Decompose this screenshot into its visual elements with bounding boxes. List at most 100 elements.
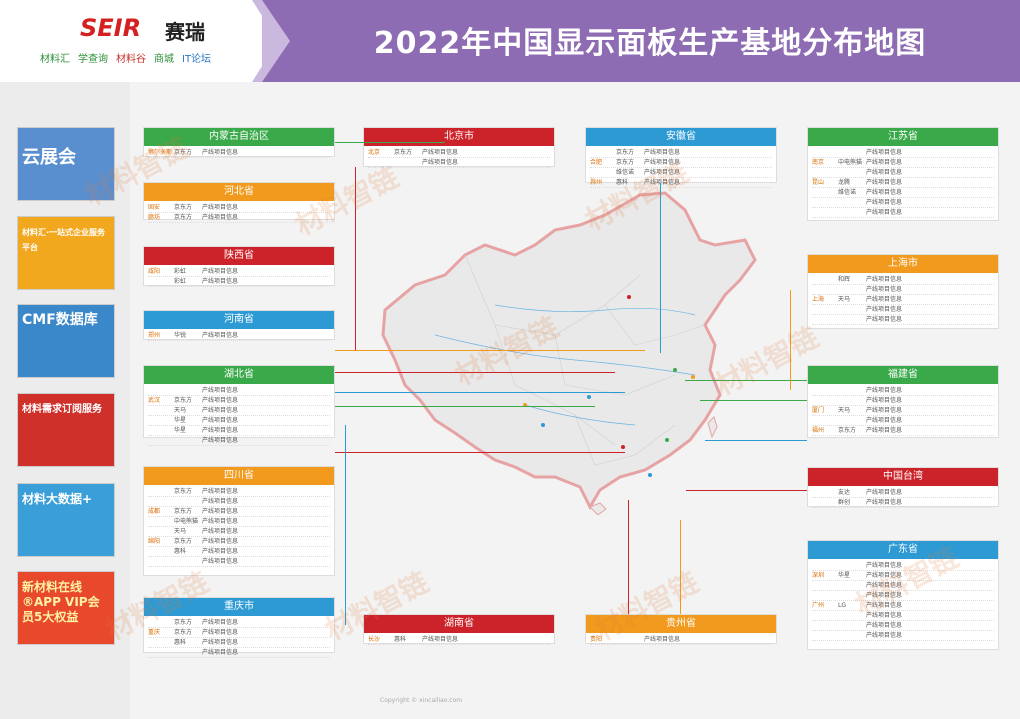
box-taiwan[interactable]: 中国台湾 友达 产线项目信息 群创 产线项目信息: [807, 467, 999, 508]
cell-info: 产线项目信息: [866, 286, 903, 293]
cell-city: [812, 208, 838, 217]
cell-info: 产线项目信息: [202, 387, 239, 394]
box-hubei[interactable]: 湖北省 产线项目信息 武汉 京东方 产线项目信息 天马 产线项目信息 华星 产线项目信息…: [143, 365, 335, 446]
cell-city: [368, 158, 394, 167]
cell-info: 产线项目信息: [202, 639, 239, 646]
cell-city: [812, 631, 838, 640]
cell-company: [174, 648, 202, 657]
box-title: 湖北省: [144, 366, 334, 384]
cell-info: 产线项目信息: [866, 209, 903, 216]
cell-company: [174, 386, 202, 395]
cell-city: 贵阳: [590, 636, 603, 643]
taiwan-outline: [707, 416, 718, 439]
cell-company: 京东方: [174, 538, 193, 545]
box-shanghai[interactable]: 上海市 和辉 产线项目信息 产线项目信息 上海 天马 产线项目信息 产线项目信息 产线…: [807, 254, 999, 329]
ad-title: 新材料在线®APP VIP会员5大权益: [22, 580, 100, 624]
cell-company: 彩虹: [174, 278, 187, 285]
cell-city: [812, 285, 838, 294]
cell-city: [812, 396, 838, 405]
cell-city: 廊坊: [148, 214, 161, 221]
cell-company: 龙腾: [838, 179, 851, 186]
box-title: 福建省: [808, 366, 998, 384]
cell-city: [148, 638, 174, 647]
cell-city: [812, 498, 838, 507]
cell-info: 产线项目信息: [202, 417, 239, 424]
cell-info: 产线项目信息: [202, 204, 239, 211]
box-title: 湖南省: [364, 615, 554, 633]
header-logo-panel: SEIR 赛瑞 材料汇 学查询 材料谷 商城 IT论坛: [0, 0, 262, 82]
cell-company: 京东方: [616, 159, 635, 166]
cell-city: [148, 416, 174, 425]
box-hunan[interactable]: 湖南省 长沙 惠科 产线项目信息: [363, 614, 555, 645]
box-jiangsu[interactable]: 江苏省 产线项目信息 南京 中电熊猫 产线项目信息 产线项目信息 昆山 龙腾 产线项目信…: [807, 127, 999, 221]
cell-company: 华星: [838, 572, 851, 579]
cell-info: 产线项目信息: [866, 407, 903, 414]
ad-banner-bigdata[interactable]: 材料大数据+: [17, 483, 115, 557]
ad-banner-vip[interactable]: 新材料在线®APP VIP会员5大权益: [17, 571, 115, 645]
box-title: 内蒙古自治区: [144, 128, 334, 146]
seir-logo[interactable]: SEIR: [80, 14, 142, 42]
box-guangdong[interactable]: 广东省 产线项目信息 深圳 华星 产线项目信息 产线项目信息 产线项目信息 广州 LG…: [807, 540, 999, 650]
box-shaanxi[interactable]: 陕西省 咸阳 彩虹 产线项目信息 彩虹 产线项目信息: [143, 246, 335, 287]
leader-line: [628, 500, 629, 614]
partner-logo[interactable]: 商城: [154, 54, 174, 65]
cell-company: 群创: [838, 499, 851, 506]
cell-company: [838, 386, 866, 395]
cell-city: 福州: [812, 427, 825, 434]
cell-city: [148, 497, 174, 506]
cell-company: 惠科: [174, 548, 187, 555]
cell-info: 产线项目信息: [202, 268, 239, 275]
cell-city: 鄂尔多斯: [148, 149, 173, 156]
box-sichuan[interactable]: 四川省 京东方 产线项目信息 产线项目信息 成都 京东方 产线项目信息 中电熊猫 产线项…: [143, 466, 335, 576]
cell-city: 固安: [148, 204, 161, 211]
cell-info: 产线项目信息: [866, 592, 903, 599]
cell-info: 产线项目信息: [422, 159, 459, 166]
partner-logo[interactable]: 材料谷: [116, 54, 146, 65]
cell-city: [148, 557, 174, 566]
cell-company: 和辉: [838, 276, 851, 283]
ad-title: 材料汇·一站式企业服务平台: [22, 228, 106, 252]
cell-info: 产线项目信息: [422, 149, 459, 156]
ad-banner-service[interactable]: 材料汇·一站式企业服务平台: [17, 216, 115, 290]
box-henan[interactable]: 河南省 郑州 华锐 产线项目信息: [143, 310, 335, 341]
box-neimenggu[interactable]: 内蒙古自治区 鄂尔多斯 京东方 产线项目信息: [143, 127, 335, 158]
cell-city: 咸阳: [148, 268, 161, 275]
partner-logo[interactable]: IT论坛: [182, 54, 212, 65]
box-beijing[interactable]: 北京市 北京 京东方 产线项目信息 产线项目信息: [363, 127, 555, 168]
leader-line: [335, 452, 625, 453]
box-title: 广东省: [808, 541, 998, 559]
cell-info: 产线项目信息: [866, 296, 903, 303]
cell-city: [812, 315, 838, 324]
cell-company: 维信诺: [616, 169, 635, 176]
header: SEIR 赛瑞 材料汇 学查询 材料谷 商城 IT论坛 2022年中国显示面板生…: [0, 0, 1020, 82]
cell-info: 产线项目信息: [866, 159, 903, 166]
cell-info: 产线项目信息: [202, 629, 239, 636]
partner-logo[interactable]: 学查询: [78, 54, 108, 65]
leader-line: [335, 142, 445, 143]
cell-company: 中电熊猫: [838, 159, 863, 166]
cell-company: [838, 208, 866, 217]
partner-logos: 材料汇 学查询 材料谷 商城 IT论坛: [40, 50, 211, 65]
leader-line: [790, 290, 791, 390]
box-guizhou[interactable]: 贵州省 贵阳 产线项目信息: [585, 614, 777, 645]
cell-company: 华星: [174, 417, 187, 424]
cell-info: 产线项目信息: [202, 619, 239, 626]
ad-banner-cmf[interactable]: CMF数据库: [17, 304, 115, 378]
ad-banner-subscribe[interactable]: 材料需求订阅服务: [17, 393, 115, 467]
box-fujian[interactable]: 福建省 产线项目信息 产线项目信息 厦门 天马 产线项目信息 产线项目信息 福州 京东…: [807, 365, 999, 438]
box-title: 北京市: [364, 128, 554, 146]
copyright: Copyright © xincailiao.com: [380, 697, 463, 704]
ad-sidebar: 云展会 材料汇·一站式企业服务平台 CMF数据库 材料需求订阅服务 材料大数据+…: [0, 82, 130, 719]
box-chongqing[interactable]: 重庆市 京东方 产线项目信息 重庆 京东方 产线项目信息 惠科 产线项目信息 产线项目信…: [143, 597, 335, 658]
cell-company: [838, 285, 866, 294]
box-hebei[interactable]: 河北省 固安 京东方 产线项目信息 廊坊 京东方 产线项目信息: [143, 182, 335, 223]
cell-city: 合肥: [590, 159, 603, 166]
ad-banner-cloud-expo[interactable]: 云展会: [17, 127, 115, 201]
cell-city: [148, 618, 174, 627]
box-anhui[interactable]: 安徽省 京东方 产线项目信息 合肥 京东方 产线项目信息 维信诺 产线项目信息 滁州 惠科…: [585, 127, 777, 188]
seir-logo-cn[interactable]: 赛瑞: [165, 20, 205, 44]
ad-title: 材料大数据+: [22, 492, 93, 506]
partner-logo[interactable]: 材料汇: [40, 54, 70, 65]
cell-city: [812, 488, 838, 497]
cell-info: 产线项目信息: [866, 199, 903, 206]
